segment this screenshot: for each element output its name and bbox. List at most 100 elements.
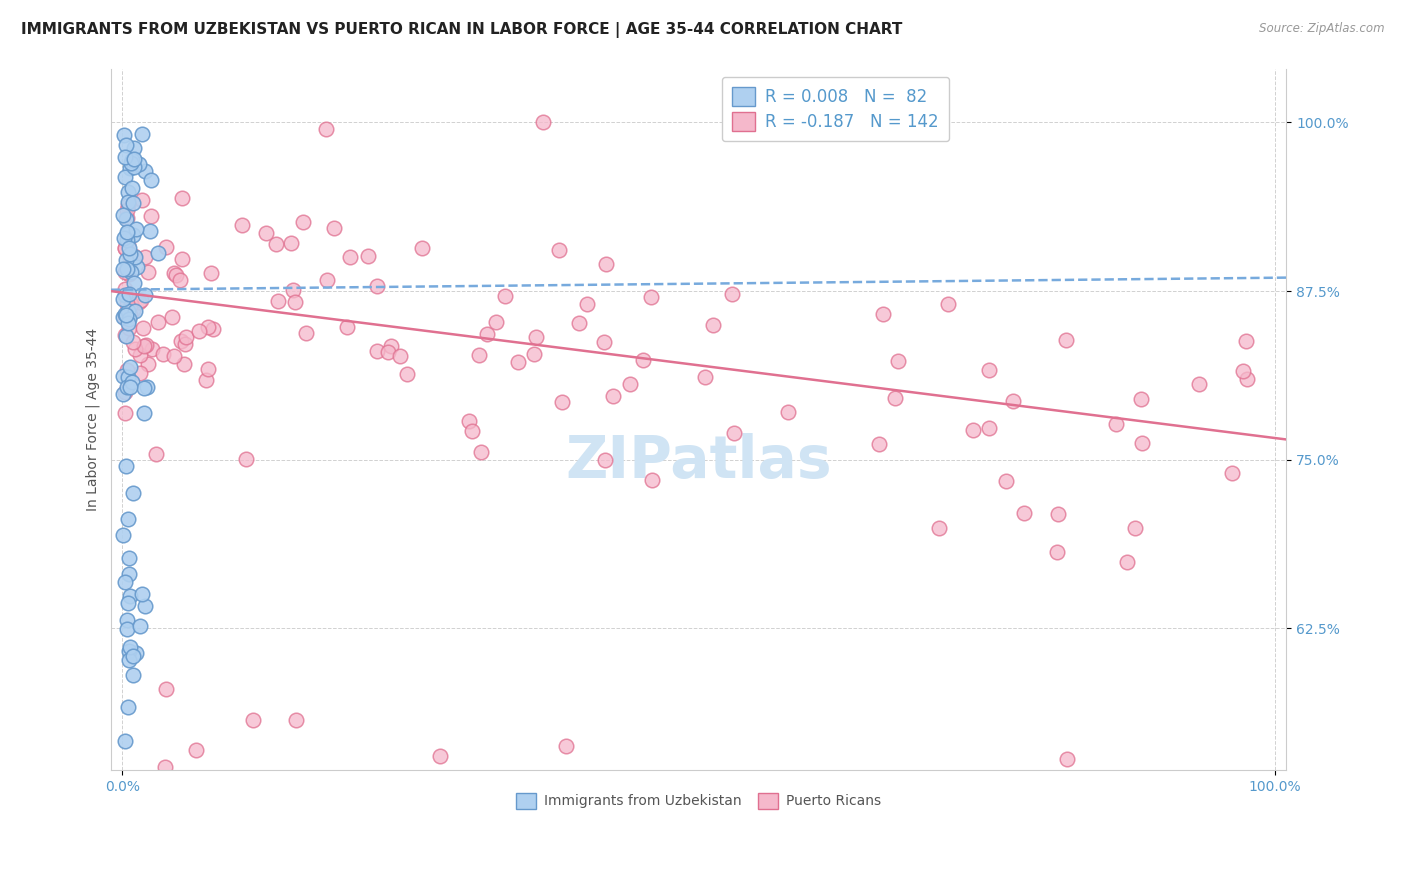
Point	[872, 307, 894, 321]
Point	[640, 290, 662, 304]
Point	[117, 317, 139, 331]
Point	[120, 264, 142, 278]
Point	[111, 208, 134, 222]
Point	[128, 156, 150, 170]
Point	[120, 250, 142, 264]
Point	[120, 297, 142, 311]
Point	[117, 198, 139, 212]
Point	[114, 241, 136, 255]
Point	[1014, 506, 1036, 520]
Point	[1047, 507, 1070, 521]
Point	[292, 215, 315, 229]
Point	[377, 344, 399, 359]
Point	[114, 734, 136, 748]
Point	[200, 266, 222, 280]
Point	[114, 458, 136, 473]
Point	[155, 682, 177, 697]
Point	[122, 277, 145, 291]
Point	[122, 196, 145, 211]
Point	[120, 640, 142, 654]
Point	[118, 653, 141, 667]
Point	[936, 297, 959, 311]
Point	[131, 193, 153, 207]
Point	[122, 152, 145, 166]
Point	[124, 251, 146, 265]
Point	[114, 241, 136, 255]
Point	[139, 172, 162, 186]
Point	[315, 122, 337, 136]
Point	[121, 375, 143, 389]
Point	[117, 202, 139, 217]
Point	[117, 370, 139, 384]
Point	[112, 292, 135, 306]
Point	[117, 225, 139, 239]
Point	[723, 425, 745, 440]
Text: Source: ZipAtlas.com: Source: ZipAtlas.com	[1260, 22, 1385, 36]
Point	[1188, 377, 1211, 392]
Point	[132, 321, 155, 335]
Point	[429, 749, 451, 764]
Point	[135, 338, 157, 352]
Point	[548, 244, 571, 258]
Point	[117, 613, 139, 627]
Point	[174, 329, 197, 343]
Point	[523, 347, 546, 361]
Point	[165, 268, 187, 282]
Point	[118, 161, 141, 175]
Point	[117, 238, 139, 252]
Point	[197, 320, 219, 334]
Point	[194, 373, 217, 387]
Point	[129, 366, 152, 380]
Point	[242, 713, 264, 727]
Point	[112, 310, 135, 324]
Point	[118, 551, 141, 566]
Point	[127, 260, 149, 274]
Point	[117, 194, 139, 209]
Point	[231, 218, 253, 232]
Point	[115, 138, 138, 153]
Point	[264, 236, 287, 251]
Point	[114, 212, 136, 227]
Point	[112, 387, 135, 401]
Point	[118, 311, 141, 326]
Point	[567, 316, 589, 330]
Point	[1001, 394, 1024, 409]
Y-axis label: In Labor Force | Age 35-44: In Labor Force | Age 35-44	[86, 327, 100, 511]
Point	[1054, 333, 1077, 347]
Point	[1234, 334, 1257, 349]
Point	[131, 128, 153, 142]
Point	[485, 315, 508, 329]
Point	[163, 349, 186, 363]
Point	[128, 619, 150, 633]
Point	[339, 250, 361, 264]
Point	[979, 421, 1001, 435]
Point	[551, 395, 574, 409]
Point	[114, 327, 136, 342]
Point	[131, 587, 153, 601]
Text: ZIPatlas: ZIPatlas	[565, 433, 832, 490]
Point	[641, 473, 664, 487]
Point	[117, 268, 139, 282]
Point	[129, 293, 152, 307]
Point	[1056, 752, 1078, 766]
Point	[114, 406, 136, 420]
Point	[470, 444, 492, 458]
Point	[117, 185, 139, 199]
Point	[336, 320, 359, 334]
Point	[115, 261, 138, 276]
Point	[122, 161, 145, 175]
Legend: Immigrants from Uzbekistan, Puerto Ricans: Immigrants from Uzbekistan, Puerto Rican…	[509, 786, 889, 815]
Point	[366, 279, 388, 293]
Point	[114, 385, 136, 400]
Point	[602, 389, 624, 403]
Point	[134, 599, 156, 613]
Point	[506, 355, 529, 369]
Point	[281, 283, 304, 297]
Point	[114, 574, 136, 589]
Point	[114, 150, 136, 164]
Point	[134, 406, 156, 420]
Point	[458, 414, 481, 428]
Point	[197, 362, 219, 376]
Point	[118, 644, 141, 658]
Point	[118, 309, 141, 323]
